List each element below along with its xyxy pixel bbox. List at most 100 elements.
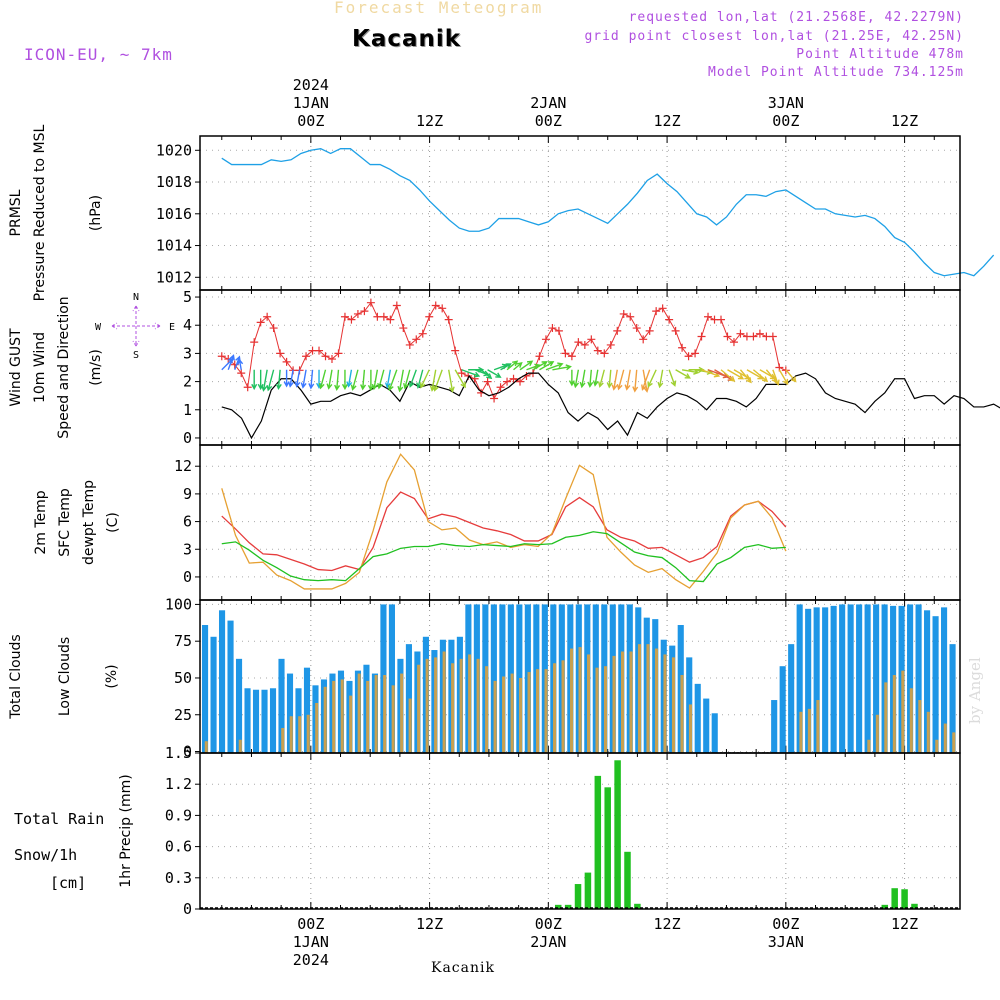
low-clouds-bar [519,677,523,753]
wind-direction-arrow [308,369,315,390]
low-clouds-bar [561,660,565,753]
low-clouds-bar [629,651,633,753]
temp-2m-line [221,491,787,572]
requested-coordinates: requested lon,lat (21.2568E, 42.2279N) [628,10,964,25]
wind-direction-arrow [275,369,282,391]
low-clouds-bar [306,714,310,753]
gust-marker [606,340,615,349]
x-axis-top-label: 1JAN [293,94,329,112]
wind-direction-arrow [545,362,564,371]
total-clouds-bar [779,666,786,753]
wind-direction-arrow [461,369,481,378]
wind-direction-arrow [668,369,677,387]
wind-direction-arrow [433,369,443,392]
compass-rose: N S E W [95,292,175,361]
gust-marker [340,312,349,321]
low-clouds-bar [875,714,879,753]
gust-marker [327,355,336,364]
wind-direction-arrow [568,369,575,387]
precip-bar [554,904,562,909]
gust-marker [697,332,706,341]
low-clouds-bar [323,686,327,753]
compass-south: S [133,350,139,361]
total-clouds-bar [252,689,260,753]
gust-marker [593,346,602,355]
wind-direction-arrow [752,369,769,383]
total-clouds-bar [227,620,234,753]
gust-marker [315,346,324,355]
total-clouds-bar [261,689,268,753]
y-tick-label: 25 [174,706,192,724]
gust-marker [269,324,278,333]
y-axis-label: SFC Temp [57,488,73,557]
gust-marker [736,329,745,338]
total-clouds-bar [907,604,914,753]
y-tick-label: 1012 [156,268,192,286]
gust-marker [658,304,667,313]
y-axis-label: 2m Temp [33,490,49,554]
wind-direction-arrow [377,369,385,390]
gust-marker [600,349,609,358]
gust-marker [418,329,427,338]
total-clouds-bar [847,604,854,753]
precip-bar [584,872,592,909]
y-tick-label: 2 [183,373,192,391]
low-clouds-bar [688,704,692,753]
gust-marker [755,329,764,338]
wind-direction-arrow [519,360,534,371]
panel-border [199,289,961,446]
wind-direction-arrow [632,369,639,393]
total-clouds-bar [694,683,701,753]
gust-marker [250,338,259,347]
gust-marker [509,374,518,383]
low-clouds-bar [417,664,421,753]
gust-marker [243,383,252,392]
x-axis-bottom-label: 12Z [891,915,918,933]
y-axis-label: PRMSL [8,189,24,236]
y-axis-label: dewpt Temp [81,480,97,565]
low-clouds-bar [289,716,293,753]
gust-marker [302,352,311,361]
low-clouds-bar [943,723,947,753]
total-clouds-bar [813,607,820,753]
low-clouds-bar [400,673,404,753]
wind-direction-arrow [587,369,594,388]
y-tick-label: 3 [183,540,192,558]
low-clouds-bar [816,700,820,753]
y-tick-label: 1014 [156,237,192,255]
low-clouds-bar [935,739,939,753]
low-clouds-bar [637,644,642,753]
wind-direction-arrow [367,369,374,392]
gust-marker [496,383,505,392]
wind-direction-arrow [592,369,599,387]
low-clouds-bar [510,673,514,753]
model-point-altitude: Model Point Altitude 734.125m [708,65,964,80]
x-axis-bottom-label: 2024 [293,951,329,969]
low-clouds-bar [442,651,446,753]
low-clouds-bar [799,711,803,753]
gust-marker [256,318,265,327]
low-clouds-bar [366,680,370,753]
x-axis-top-label: 00Z [535,112,562,130]
wind-direction-arrow [429,369,437,392]
low-clouds-bar [901,670,905,753]
wind-direction-arrow [611,369,618,391]
low-clouds-bar [468,654,472,753]
wind-direction-arrow [346,369,353,388]
wind-direction-arrow [397,369,404,393]
y-tick-label: 6 [183,513,192,531]
low-clouds-bar [952,732,956,753]
low-clouds-bar [544,669,548,753]
gridlines [200,136,960,910]
y-axis-label: Speed and Direction [56,296,72,438]
wind-direction-arrow [675,369,691,379]
low-clouds-bar [586,654,591,753]
gust-marker [353,309,362,318]
wind-direction-arrow [283,369,290,388]
pressure-line [221,148,995,277]
precip-bar [574,884,582,909]
wind-direction-arrow [350,369,359,391]
gust-marker [237,369,246,378]
wind-direction-arrow [251,369,258,391]
sfc-temp-line [221,453,787,590]
